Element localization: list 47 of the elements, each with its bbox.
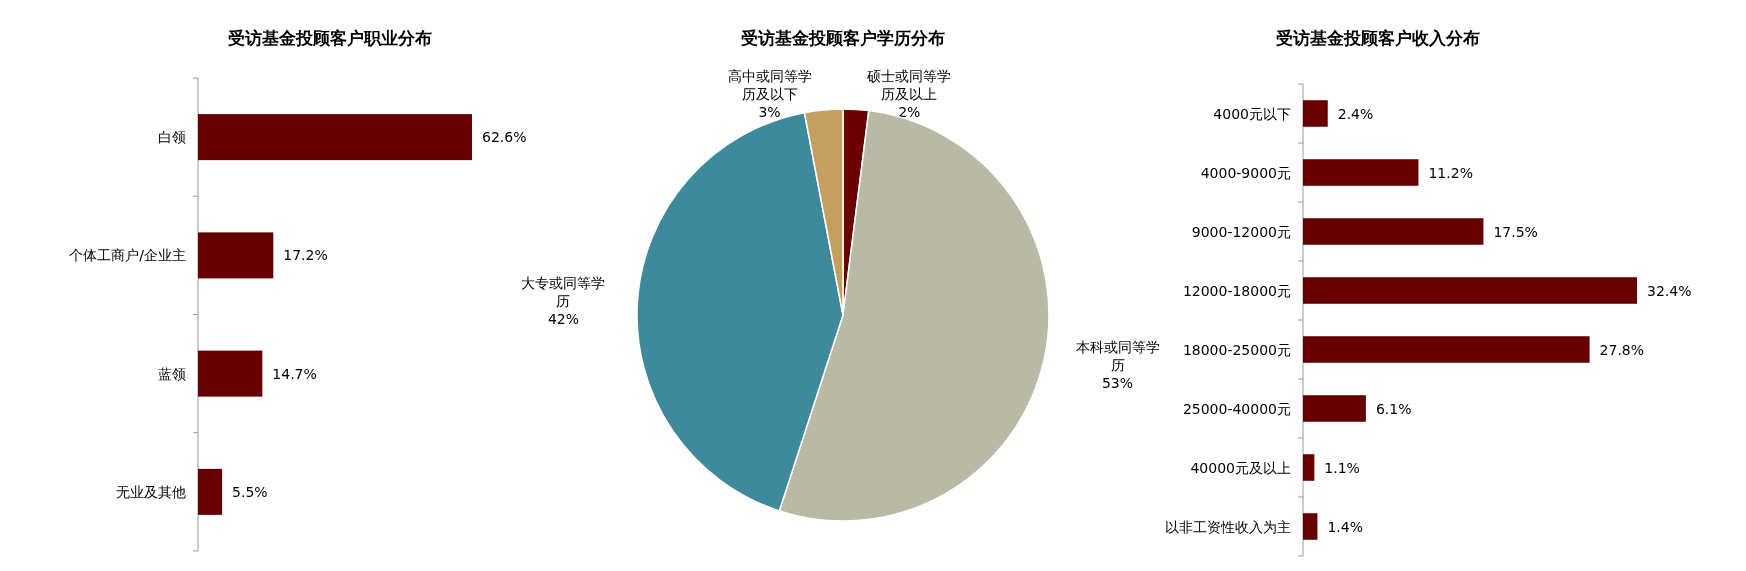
data-label: 11.2% xyxy=(1428,164,1473,181)
bar xyxy=(1303,218,1484,245)
y-tick-label: 以非工资性收入为主 xyxy=(1165,518,1291,535)
data-label: 2.4% xyxy=(1337,105,1374,122)
bar xyxy=(1303,277,1637,304)
bar xyxy=(1303,100,1328,127)
bar xyxy=(198,232,274,279)
bar xyxy=(1303,513,1318,540)
y-tick-label: 9000-12000元 xyxy=(1191,223,1291,240)
data-label: 3% xyxy=(758,104,781,120)
data-label: 5.5% xyxy=(232,483,268,500)
y-tick-label: 无业及其他 xyxy=(116,483,186,500)
data-label: 6.1% xyxy=(1375,400,1412,417)
data-label: 1.1% xyxy=(1324,459,1360,476)
bar xyxy=(1303,336,1590,363)
bar xyxy=(198,114,472,161)
y-tick-label: 4000元以下 xyxy=(1213,105,1291,122)
data-label: 2% xyxy=(898,104,921,120)
chart-title: 受访基金投顾客户收入分布 xyxy=(1276,28,1480,48)
data-label: 17.2% xyxy=(283,247,328,264)
y-tick-label: 40000元及以上 xyxy=(1190,459,1291,476)
chart-title: 受访基金投顾客户职业分布 xyxy=(228,28,432,48)
chart-title: 受访基金投顾客户学历分布 xyxy=(741,28,945,48)
data-label: 1.4% xyxy=(1327,518,1364,535)
bar xyxy=(1303,454,1315,481)
bar xyxy=(1303,159,1419,186)
data-label: 62.6% xyxy=(482,129,527,146)
bar xyxy=(198,350,263,397)
data-label: 17.5% xyxy=(1493,223,1538,240)
y-tick-label: 蓝领 xyxy=(158,365,186,382)
data-label: 42% xyxy=(547,310,580,327)
data-label: 27.8% xyxy=(1599,341,1645,358)
bar xyxy=(1303,395,1366,422)
y-tick-label: 个体工商户/企业主 xyxy=(69,247,186,264)
data-label: 32.4% xyxy=(1647,282,1692,299)
data-label: 14.7% xyxy=(272,365,317,382)
slice-label: 本科或同等学历 xyxy=(1075,338,1160,373)
slice-label: 大专或同等学历 xyxy=(521,274,606,309)
y-tick-label: 18000-25000元 xyxy=(1182,341,1291,358)
y-tick-label: 25000-40000元 xyxy=(1182,400,1291,417)
y-tick-label: 12000-18000元 xyxy=(1182,282,1291,299)
y-tick-label: 4000-9000元 xyxy=(1200,164,1291,181)
y-tick-label: 白领 xyxy=(158,129,186,146)
bar xyxy=(198,468,223,515)
data-label: 53% xyxy=(1101,374,1134,391)
slice-label: 硕士或同等学历及以上 xyxy=(866,68,952,102)
slice-label: 高中或同等学历及以下 xyxy=(727,68,812,102)
